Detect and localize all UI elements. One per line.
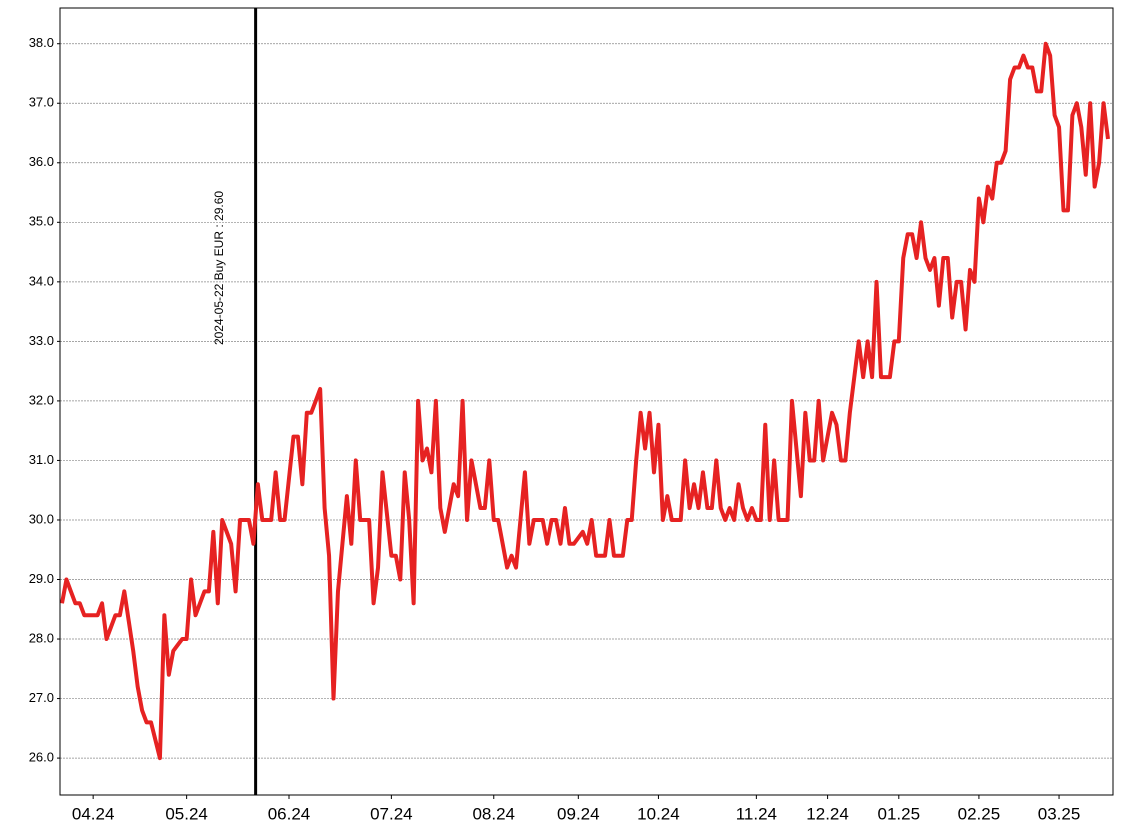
y-tick-label: 28.0 — [29, 630, 54, 645]
y-tick-label: 27.0 — [29, 690, 54, 705]
x-tick-label: 12.24 — [806, 804, 849, 823]
x-tick-label: 02.25 — [958, 804, 1001, 823]
x-tick-label: 06.24 — [268, 804, 311, 823]
x-tick-label: 01.25 — [878, 804, 921, 823]
y-tick-label: 26.0 — [29, 750, 54, 765]
x-tick-label: 07.24 — [370, 804, 413, 823]
y-tick-label: 36.0 — [29, 154, 54, 169]
x-tick-label: 04.24 — [72, 804, 115, 823]
plot-frame — [59, 7, 1114, 796]
x-tick-label: 11.24 — [736, 804, 777, 823]
price-line — [60, 41, 1110, 761]
x-tick-label: 03.25 — [1038, 804, 1081, 823]
y-tick-label: 33.0 — [29, 333, 54, 348]
y-tick-label: 32.0 — [29, 392, 54, 407]
y-tick-label: 37.0 — [29, 95, 54, 110]
grid — [60, 43, 1113, 759]
annotation: 2024-05-22 Buy EUR : 29.60 — [212, 191, 226, 345]
y-tick-label: 34.0 — [29, 273, 54, 288]
y-tick-label: 29.0 — [29, 571, 54, 586]
x-tick-label: 10.24 — [637, 804, 680, 823]
y-tick-label: 38.0 — [29, 35, 54, 50]
y-tick-label: 30.0 — [29, 511, 54, 526]
y-tick-label: 35.0 — [29, 214, 54, 229]
x-tick-label: 08.24 — [472, 804, 515, 823]
x-tick-label: 09.24 — [557, 804, 600, 823]
x-tick-label: 05.24 — [165, 804, 208, 823]
plot: 2024-05-22 Buy EUR : 29.60 — [60, 8, 1110, 795]
y-tick-label: 31.0 — [29, 452, 54, 467]
